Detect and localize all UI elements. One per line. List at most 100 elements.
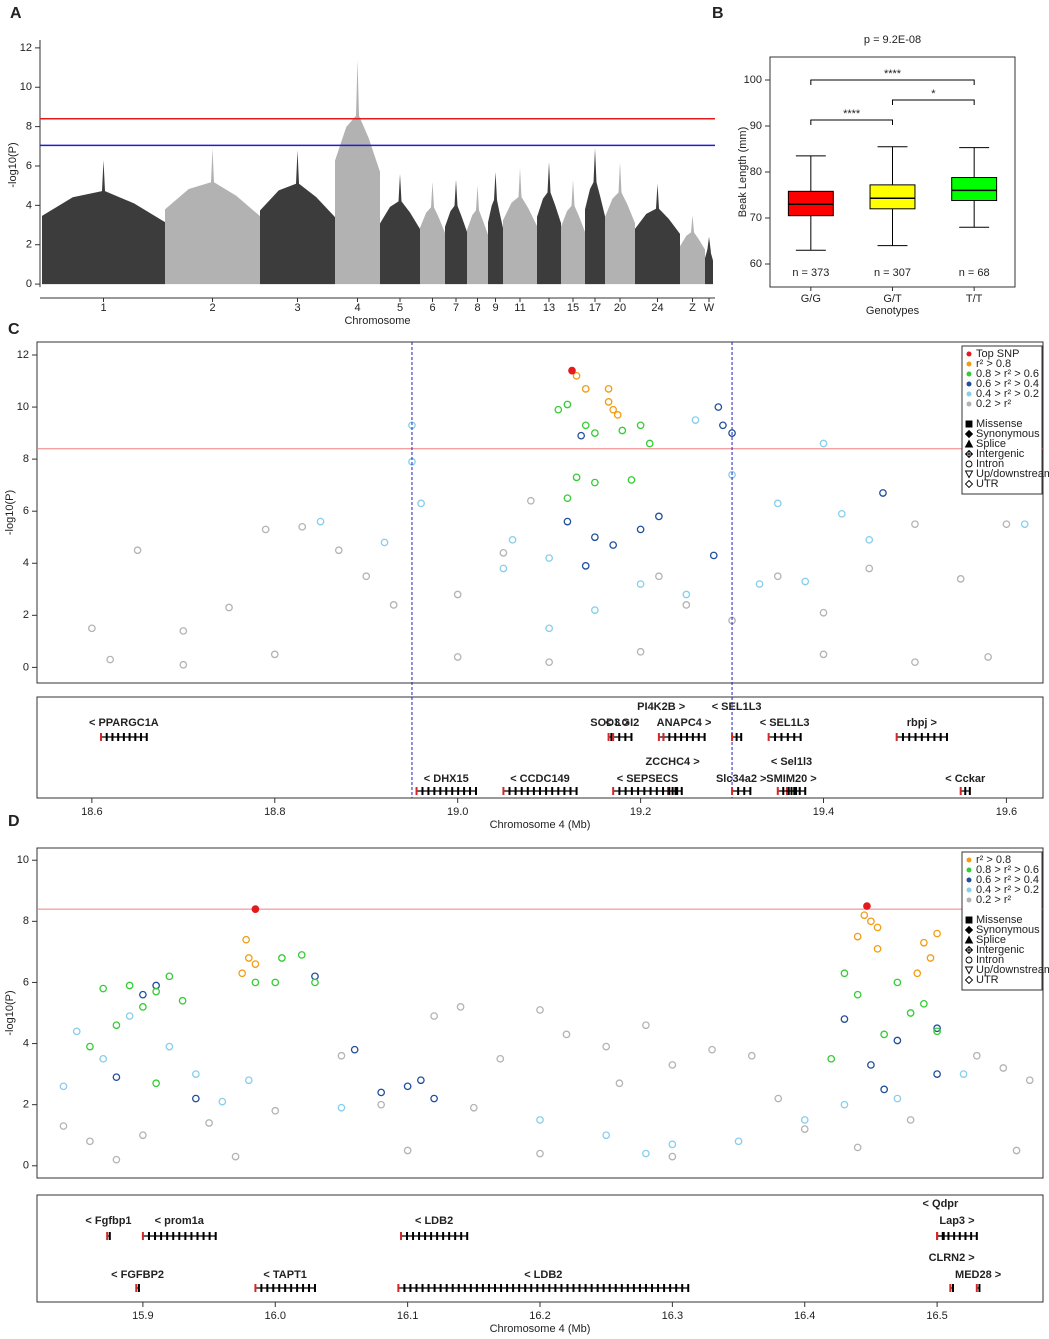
snp-point (568, 366, 576, 375)
x-axis-label: Chromosome (344, 315, 410, 327)
exon (590, 1284, 593, 1292)
legend-label: 0.8 > r² > 0.6 (976, 864, 1039, 876)
snp-point (251, 960, 260, 968)
snp-point (99, 984, 108, 993)
exon (936, 1232, 939, 1240)
snp-point (139, 990, 147, 999)
snp-point (645, 439, 654, 448)
snp-point (840, 969, 849, 978)
exon (313, 1284, 316, 1292)
snp-point (86, 1137, 94, 1146)
gene-label: PI4K2B > (637, 701, 685, 713)
legend-shape (964, 470, 974, 479)
exon (663, 1284, 666, 1292)
exon (575, 787, 578, 795)
exon (430, 1232, 433, 1240)
exon (278, 1284, 281, 1292)
exon (117, 733, 120, 741)
exon (308, 1284, 311, 1292)
exon (657, 1284, 660, 1292)
snp-point (242, 935, 250, 944)
chromosome-peak (585, 148, 605, 285)
snp-point (581, 421, 590, 430)
exon (947, 1232, 950, 1240)
snp-point (205, 1119, 213, 1127)
snp-point (251, 905, 260, 913)
snp-point (72, 1027, 81, 1036)
exon (512, 1284, 515, 1292)
legend-swatch (966, 361, 972, 367)
snp-point (572, 371, 581, 380)
gene-label: < LDB2 (524, 1269, 562, 1281)
exon (608, 1284, 611, 1292)
snp-point (125, 1012, 134, 1020)
exon (949, 1284, 952, 1292)
snp-point (261, 525, 270, 534)
snp-point (545, 658, 553, 667)
exon (649, 787, 652, 795)
exon (532, 787, 535, 795)
exon (657, 733, 660, 741)
snp-point (311, 978, 319, 987)
snp-point (152, 1079, 160, 1088)
legend-label: 0.2 > r² (976, 894, 1011, 906)
snp-point (469, 1103, 478, 1112)
snp-point (865, 564, 874, 573)
y-tick-label: 10 (20, 81, 32, 93)
snp-point (430, 1094, 438, 1103)
snp-point (682, 590, 691, 599)
snp-point (562, 1030, 571, 1039)
significance-bracket (810, 119, 893, 125)
chromosome-peak (635, 183, 680, 285)
snp-point (865, 535, 874, 544)
y-tick-label: 6 (26, 160, 32, 172)
x-tick-label: 15 (567, 302, 579, 314)
gene-label: < prom1a (155, 1215, 205, 1227)
significance-bracket (892, 99, 975, 105)
exon (111, 733, 114, 741)
legend-swatch (966, 371, 972, 377)
snp-point (827, 1054, 836, 1063)
y-tick-label: 6 (23, 505, 29, 517)
exon (674, 787, 677, 795)
snp-point (819, 608, 828, 617)
chromosome-peak (705, 236, 713, 285)
x-tick-label: 19.4 (813, 806, 834, 818)
exon (662, 733, 665, 741)
exon (958, 1232, 961, 1240)
exon (433, 1284, 436, 1292)
snp-point (926, 954, 935, 962)
legend-label: r² > 0.8 (976, 358, 1011, 370)
gene-label: < LGI2 (605, 717, 639, 729)
legend-shape (964, 479, 974, 489)
legend-label: Missense (976, 914, 1022, 926)
exon (451, 787, 454, 795)
snp-point (377, 1100, 386, 1109)
exon (614, 1284, 617, 1292)
exon (735, 733, 738, 741)
gene-label: < Cckar (945, 773, 986, 785)
gene-label: < SEL1L3 (712, 701, 762, 713)
exon (596, 1284, 599, 1292)
exon (602, 1284, 605, 1292)
exon (655, 787, 658, 795)
exon (506, 1284, 509, 1292)
exon (518, 1284, 521, 1292)
exon (439, 1284, 442, 1292)
exon (474, 787, 477, 795)
legend-label: Synonymous (976, 428, 1040, 440)
snp-point (636, 647, 645, 656)
x-axis-label: Genotypes (866, 305, 920, 317)
gene-label: SMIM20 > (766, 773, 816, 785)
panel-label: B (712, 5, 724, 22)
snp-point (602, 1042, 611, 1051)
snp-point (430, 1012, 438, 1020)
legend-swatch (966, 381, 972, 387)
exon (545, 787, 548, 795)
snp-point (863, 902, 871, 910)
snp-point (906, 1009, 915, 1017)
snp-point (853, 1143, 862, 1152)
exon (662, 787, 665, 795)
x-tick-label: 16.2 (529, 1310, 550, 1322)
exon (260, 1284, 263, 1292)
